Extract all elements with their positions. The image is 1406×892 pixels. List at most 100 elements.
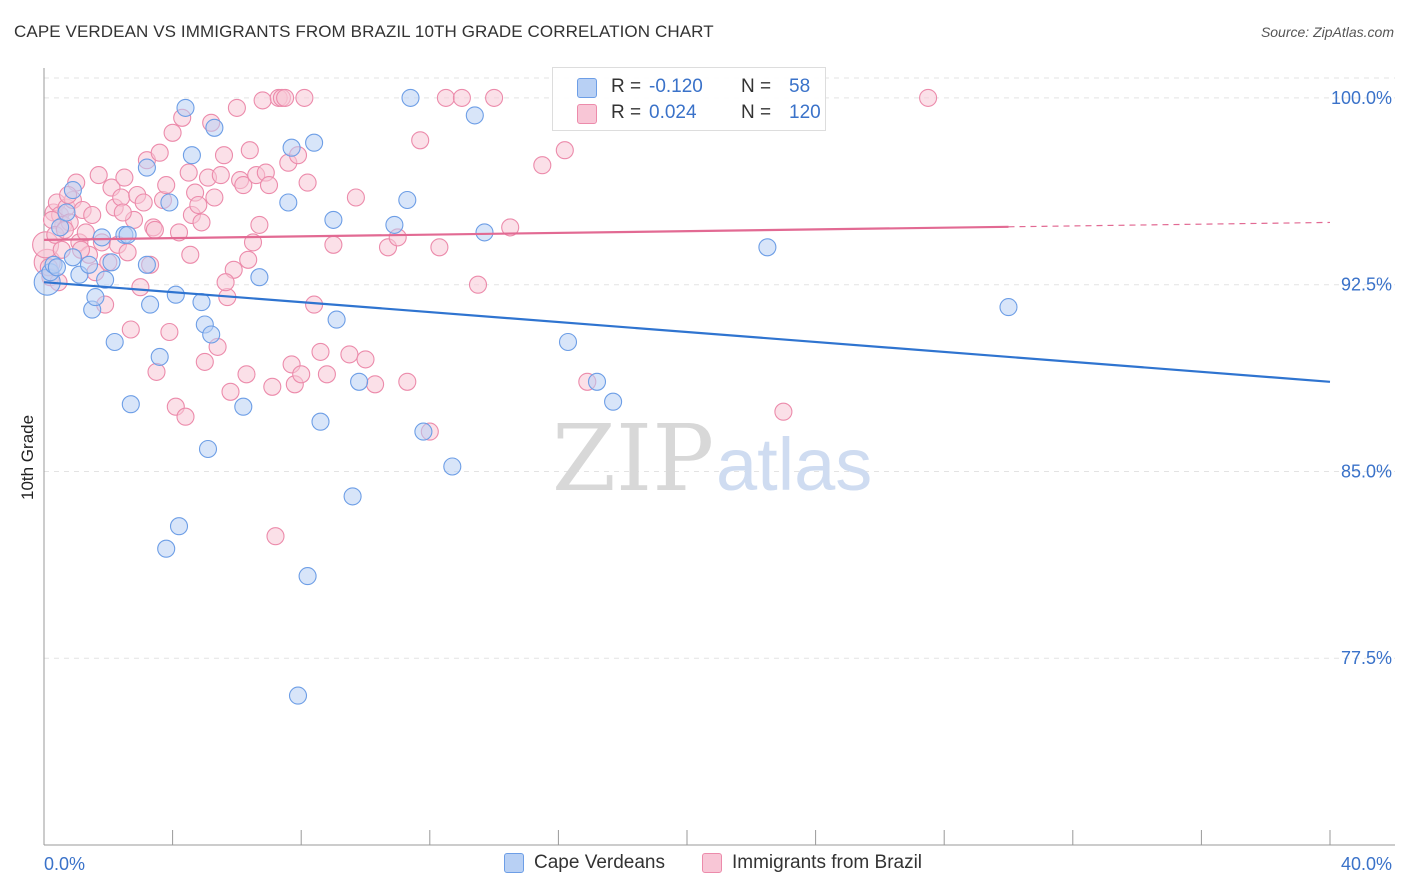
cape-verdeans-point [79,255,99,274]
cape-verdeans-point [443,457,462,476]
immigrants-from-brazil-point [919,88,938,107]
cape-verdeans-point [298,567,317,586]
r-label: R = [611,102,642,123]
immigrants-from-brazil-point [774,402,793,421]
cape-verdeans-point [63,248,82,267]
watermark: ZIP atlas [552,405,872,512]
immigrants-from-brazil-swatch [577,104,597,124]
immigrants-from-brazil-point [221,382,240,401]
cape-verdeans-point [121,395,140,414]
immigrants-from-brazil-point [317,365,336,384]
immigrants-from-brazil-point [436,88,455,107]
immigrants-from-brazil-point [176,407,195,426]
immigrants-from-brazil-point [356,350,375,369]
cape-verdeans-point [465,106,484,125]
immigrants-from-brazil-point [157,176,176,195]
cape-verdeans-point [118,225,137,244]
x-tick-label-max: 40.0% [1341,854,1392,874]
cape-verdeans-point [305,133,324,152]
immigrants-from-brazil-point [195,352,214,371]
cape-verdeans-point [160,193,179,212]
cape-verdeans-point [282,138,301,157]
x-tick-label-min: 0.0% [44,854,85,874]
cape-verdeans-point [86,288,105,307]
immigrants-from-brazil-point [295,88,314,107]
immigrants-from-brazil-point [179,163,198,182]
cape-verdeans-point [202,325,221,344]
immigrants-from-brazil-point [150,143,169,162]
y-tick-label: 92.5% [1341,275,1392,295]
series-cape-verdeans-points [33,88,1018,705]
cape-verdeans-point [137,158,156,177]
immigrants-from-brazil-point [263,377,282,396]
immigrants-from-brazil-point [324,235,343,254]
immigrants-from-brazil-legend-swatch [702,853,722,873]
r-value-immigrants-from-brazil: 0.024 [649,102,697,123]
immigrants-from-brazil-point [555,141,574,160]
immigrants-from-brazil-point [250,215,269,234]
watermark-zip: ZIP [552,405,714,512]
immigrants-from-brazil-point [214,146,234,165]
cape-verdeans-point [57,203,76,222]
immigrants-from-brazil-point [234,176,253,195]
cape-verdeans-point [150,347,169,366]
immigrants-from-brazil-point [253,91,272,110]
immigrants-from-brazil-point [227,98,246,117]
immigrants-from-brazil-point [237,365,256,384]
cape-verdeans-point [92,228,111,247]
cape-verdeans-point [604,392,623,411]
immigrants-from-brazil-point [346,188,365,207]
immigrants-from-brazil-point [181,245,200,264]
r-label: R = [611,76,642,97]
cape-verdeans-point [385,215,404,234]
immigrants-from-brazil-point [411,131,430,150]
n-label: N = [741,102,772,123]
immigrants-from-brazil-point [311,342,330,361]
immigrants-from-brazil-point [205,188,224,207]
cape-verdeans-point [558,332,578,352]
immigrants-from-brazil-point [340,345,359,364]
cape-verdeans-point [343,487,362,506]
cape-verdeans-point [758,238,777,257]
cape-verdeans-legend-swatch [504,853,524,873]
cape-verdeans-point [327,310,346,329]
immigrants-from-brazil-point [485,88,504,107]
immigrants-from-brazil-legend-label: Immigrants from Brazil [732,852,923,873]
n-label: N = [741,76,772,97]
cape-verdeans-trend-line [43,281,1331,383]
cape-verdeans-point [475,223,494,242]
immigrants-from-brazil-point [266,527,285,546]
immigrants-from-brazil-point [160,322,179,342]
cape-verdeans-point [279,193,298,212]
immigrants-from-brazil-point [113,203,132,222]
immigrants-from-brazil-point [89,166,108,185]
immigrants-from-brazil-point [240,141,259,160]
cape-verdeans-point [999,298,1018,317]
immigrants-from-brazil-point [239,250,258,269]
immigrants-from-brazil-point [211,166,230,185]
immigrants-from-brazil-point [192,213,211,232]
tick-labels: 77.5% 85.0% 92.5% 100.0% 0.0% 40.0% [44,88,1392,874]
y-tick-label: 85.0% [1341,461,1392,481]
immigrants-from-brazil-point [533,156,552,175]
immigrants-from-brazil-point [163,123,182,142]
cape-verdeans-point [198,439,218,459]
series-legend: Cape Verdeans Immigrants from Brazil [0,852,1406,876]
cape-verdeans-point [176,98,195,117]
immigrants-from-brazil-point [216,273,235,292]
n-value-immigrants-from-brazil: 120 [789,102,821,123]
cape-verdeans-point [51,218,70,237]
cape-verdeans-point [63,181,82,200]
y-tick-label: 77.5% [1341,648,1392,668]
r-value-cape-verdeans: -0.120 [649,76,703,97]
cape-verdeans-point [141,295,160,314]
n-value-cape-verdeans: 58 [789,76,811,97]
cape-verdeans-point [234,397,253,416]
immigrants-from-brazil-point [118,243,137,262]
cape-verdeans-point [398,190,417,210]
immigrants-from-brazil-point [298,173,317,192]
axes [43,68,1395,846]
cape-verdeans-swatch [577,78,597,98]
cape-verdeans-point [105,332,124,352]
